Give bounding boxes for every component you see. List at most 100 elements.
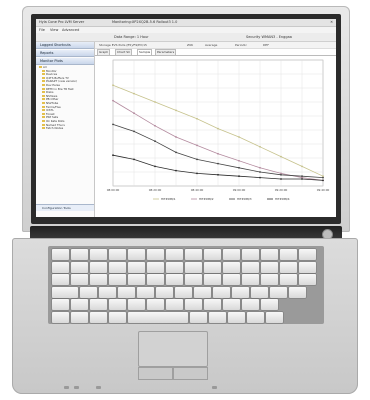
keyboard-key[interactable]: [90, 249, 107, 260]
keyboard-key[interactable]: [242, 249, 259, 260]
keyboard-key[interactable]: [147, 299, 164, 311]
tree-item[interactable]: PSP Sets: [38, 116, 94, 120]
keyboard-key[interactable]: [289, 286, 306, 298]
keyboard-key[interactable]: [109, 274, 126, 286]
tree-item[interactable]: Disks: [38, 91, 94, 95]
touchpad[interactable]: [138, 331, 208, 367]
keyboard-key[interactable]: [242, 274, 259, 286]
keyboard-key[interactable]: [52, 286, 78, 298]
keyboard-key[interactable]: [261, 249, 278, 260]
keyboard-key[interactable]: [280, 249, 297, 260]
keyboard-key[interactable]: [109, 261, 126, 273]
keyboard-key[interactable]: [185, 249, 202, 260]
keyboard-key[interactable]: [213, 286, 230, 298]
keyboard-key[interactable]: [52, 299, 69, 311]
keyboard-key[interactable]: [204, 261, 221, 273]
keyboard-key[interactable]: [166, 261, 183, 273]
tree-item[interactable]: Ferms/Hse: [38, 105, 94, 110]
keyboard-key[interactable]: [242, 261, 259, 273]
tree-item[interactable]: NS2Tube: [38, 101, 94, 106]
option-def[interactable]: DEF: [263, 43, 269, 47]
keyboard-key[interactable]: [261, 299, 278, 311]
keyboard-key[interactable]: [109, 312, 126, 323]
keyboard-key[interactable]: [223, 261, 240, 273]
tree-item[interactable]: Q4TS Buffers TV: [38, 76, 94, 81]
tree-item[interactable]: Dev Parse: [38, 83, 94, 88]
keyboard-key[interactable]: [204, 249, 221, 260]
keyboard-key[interactable]: [52, 261, 69, 273]
touchpad-right-button[interactable]: [173, 367, 208, 380]
keyboard-key[interactable]: [109, 249, 126, 260]
keyboard-key[interactable]: [185, 299, 202, 311]
tree-item[interactable]: ICSTL: [38, 109, 94, 113]
keyboard-key[interactable]: [80, 286, 97, 298]
keyboard-key[interactable]: [185, 274, 202, 286]
tab-parameters[interactable]: Parameters: [155, 49, 177, 55]
keyboard-key[interactable]: [280, 274, 297, 286]
keyboard-key[interactable]: [223, 249, 240, 260]
keyboard-key[interactable]: [190, 312, 207, 323]
keyboard-key[interactable]: [52, 274, 69, 286]
keyboard-key[interactable]: [251, 286, 268, 298]
keyboard-key[interactable]: [71, 274, 88, 286]
keyboard-key[interactable]: [266, 312, 283, 323]
tree-item[interactable]: PB Other: [38, 98, 94, 102]
tab-graph[interactable]: Graph: [97, 49, 111, 55]
menu-file[interactable]: File: [39, 28, 45, 32]
touchpad-left-button[interactable]: [138, 367, 173, 380]
keyboard-key[interactable]: [299, 274, 316, 286]
keyboard-key[interactable]: [71, 261, 88, 273]
configuration-tools[interactable]: Configuration Tools: [36, 204, 94, 211]
keyboard-key[interactable]: [128, 299, 145, 311]
keyboard-key[interactable]: [261, 274, 278, 286]
keyboard-key[interactable]: [209, 312, 226, 323]
keyboard-key[interactable]: [99, 286, 116, 298]
menu-advanced[interactable]: Advanced: [62, 28, 80, 32]
tree-item[interactable]: RETD in Bre TR Test: [38, 87, 94, 92]
keyboard-key[interactable]: [147, 249, 164, 260]
tab-sample[interactable]: Sample: [137, 49, 153, 55]
keyboard-key[interactable]: [90, 299, 107, 311]
keyboard-key[interactable]: [118, 286, 135, 298]
keyboard-key[interactable]: [261, 261, 278, 273]
keyboard-key[interactable]: [204, 299, 221, 311]
panel-logged-shortcuts[interactable]: Logged Shortcuts: [36, 42, 94, 49]
keyboard-key[interactable]: [223, 299, 240, 311]
keyboard-key[interactable]: [52, 249, 69, 260]
keyboard-key[interactable]: [128, 312, 188, 323]
keyboard-key[interactable]: [128, 274, 145, 286]
keyboard-key[interactable]: [204, 274, 221, 286]
keyboard-key[interactable]: [280, 261, 297, 273]
keyboard-key[interactable]: [299, 249, 316, 260]
keyboard-key[interactable]: [232, 286, 249, 298]
panel-monitor-plots[interactable]: Monitor Plots: [36, 58, 94, 65]
tab-chart-sc[interactable]: Chart SC: [115, 49, 133, 55]
keyboard-key[interactable]: [166, 274, 183, 286]
keyboard-key[interactable]: [128, 249, 145, 260]
option-periodic[interactable]: Periodic: [235, 43, 247, 47]
tree-item[interactable]: All: [38, 66, 94, 70]
keyboard-key[interactable]: [166, 299, 183, 311]
keyboard-key[interactable]: [71, 249, 88, 260]
option-z96[interactable]: Z96: [187, 43, 193, 47]
close-icon[interactable]: ✕: [330, 20, 333, 24]
tree-item[interactable]: Fetch Nodes: [38, 127, 94, 131]
tree-item[interactable]: Ok Kate Rolls: [38, 119, 94, 124]
keyboard-key[interactable]: [166, 249, 183, 260]
keyboard-key[interactable]: [90, 274, 107, 286]
keyboard-key[interactable]: [175, 286, 192, 298]
tree-item[interactable]: NS3xwe: [38, 94, 94, 99]
keyboard-key[interactable]: [90, 261, 107, 273]
keyboard-key[interactable]: [147, 261, 164, 273]
keyboard-key[interactable]: [185, 261, 202, 273]
tree-item[interactable]: Monitor: [38, 69, 94, 74]
panel-reports[interactable]: Reports: [36, 50, 94, 57]
keyboard-key[interactable]: [137, 286, 154, 298]
keyboard-key[interactable]: [270, 286, 287, 298]
keyboard-key[interactable]: [90, 312, 107, 323]
keyboard-key[interactable]: [228, 312, 245, 323]
keyboard-key[interactable]: [223, 274, 240, 286]
keyboard-key[interactable]: [299, 261, 316, 273]
tree-item[interactable]: Devices: [38, 73, 94, 77]
menu-view[interactable]: View: [50, 28, 59, 32]
